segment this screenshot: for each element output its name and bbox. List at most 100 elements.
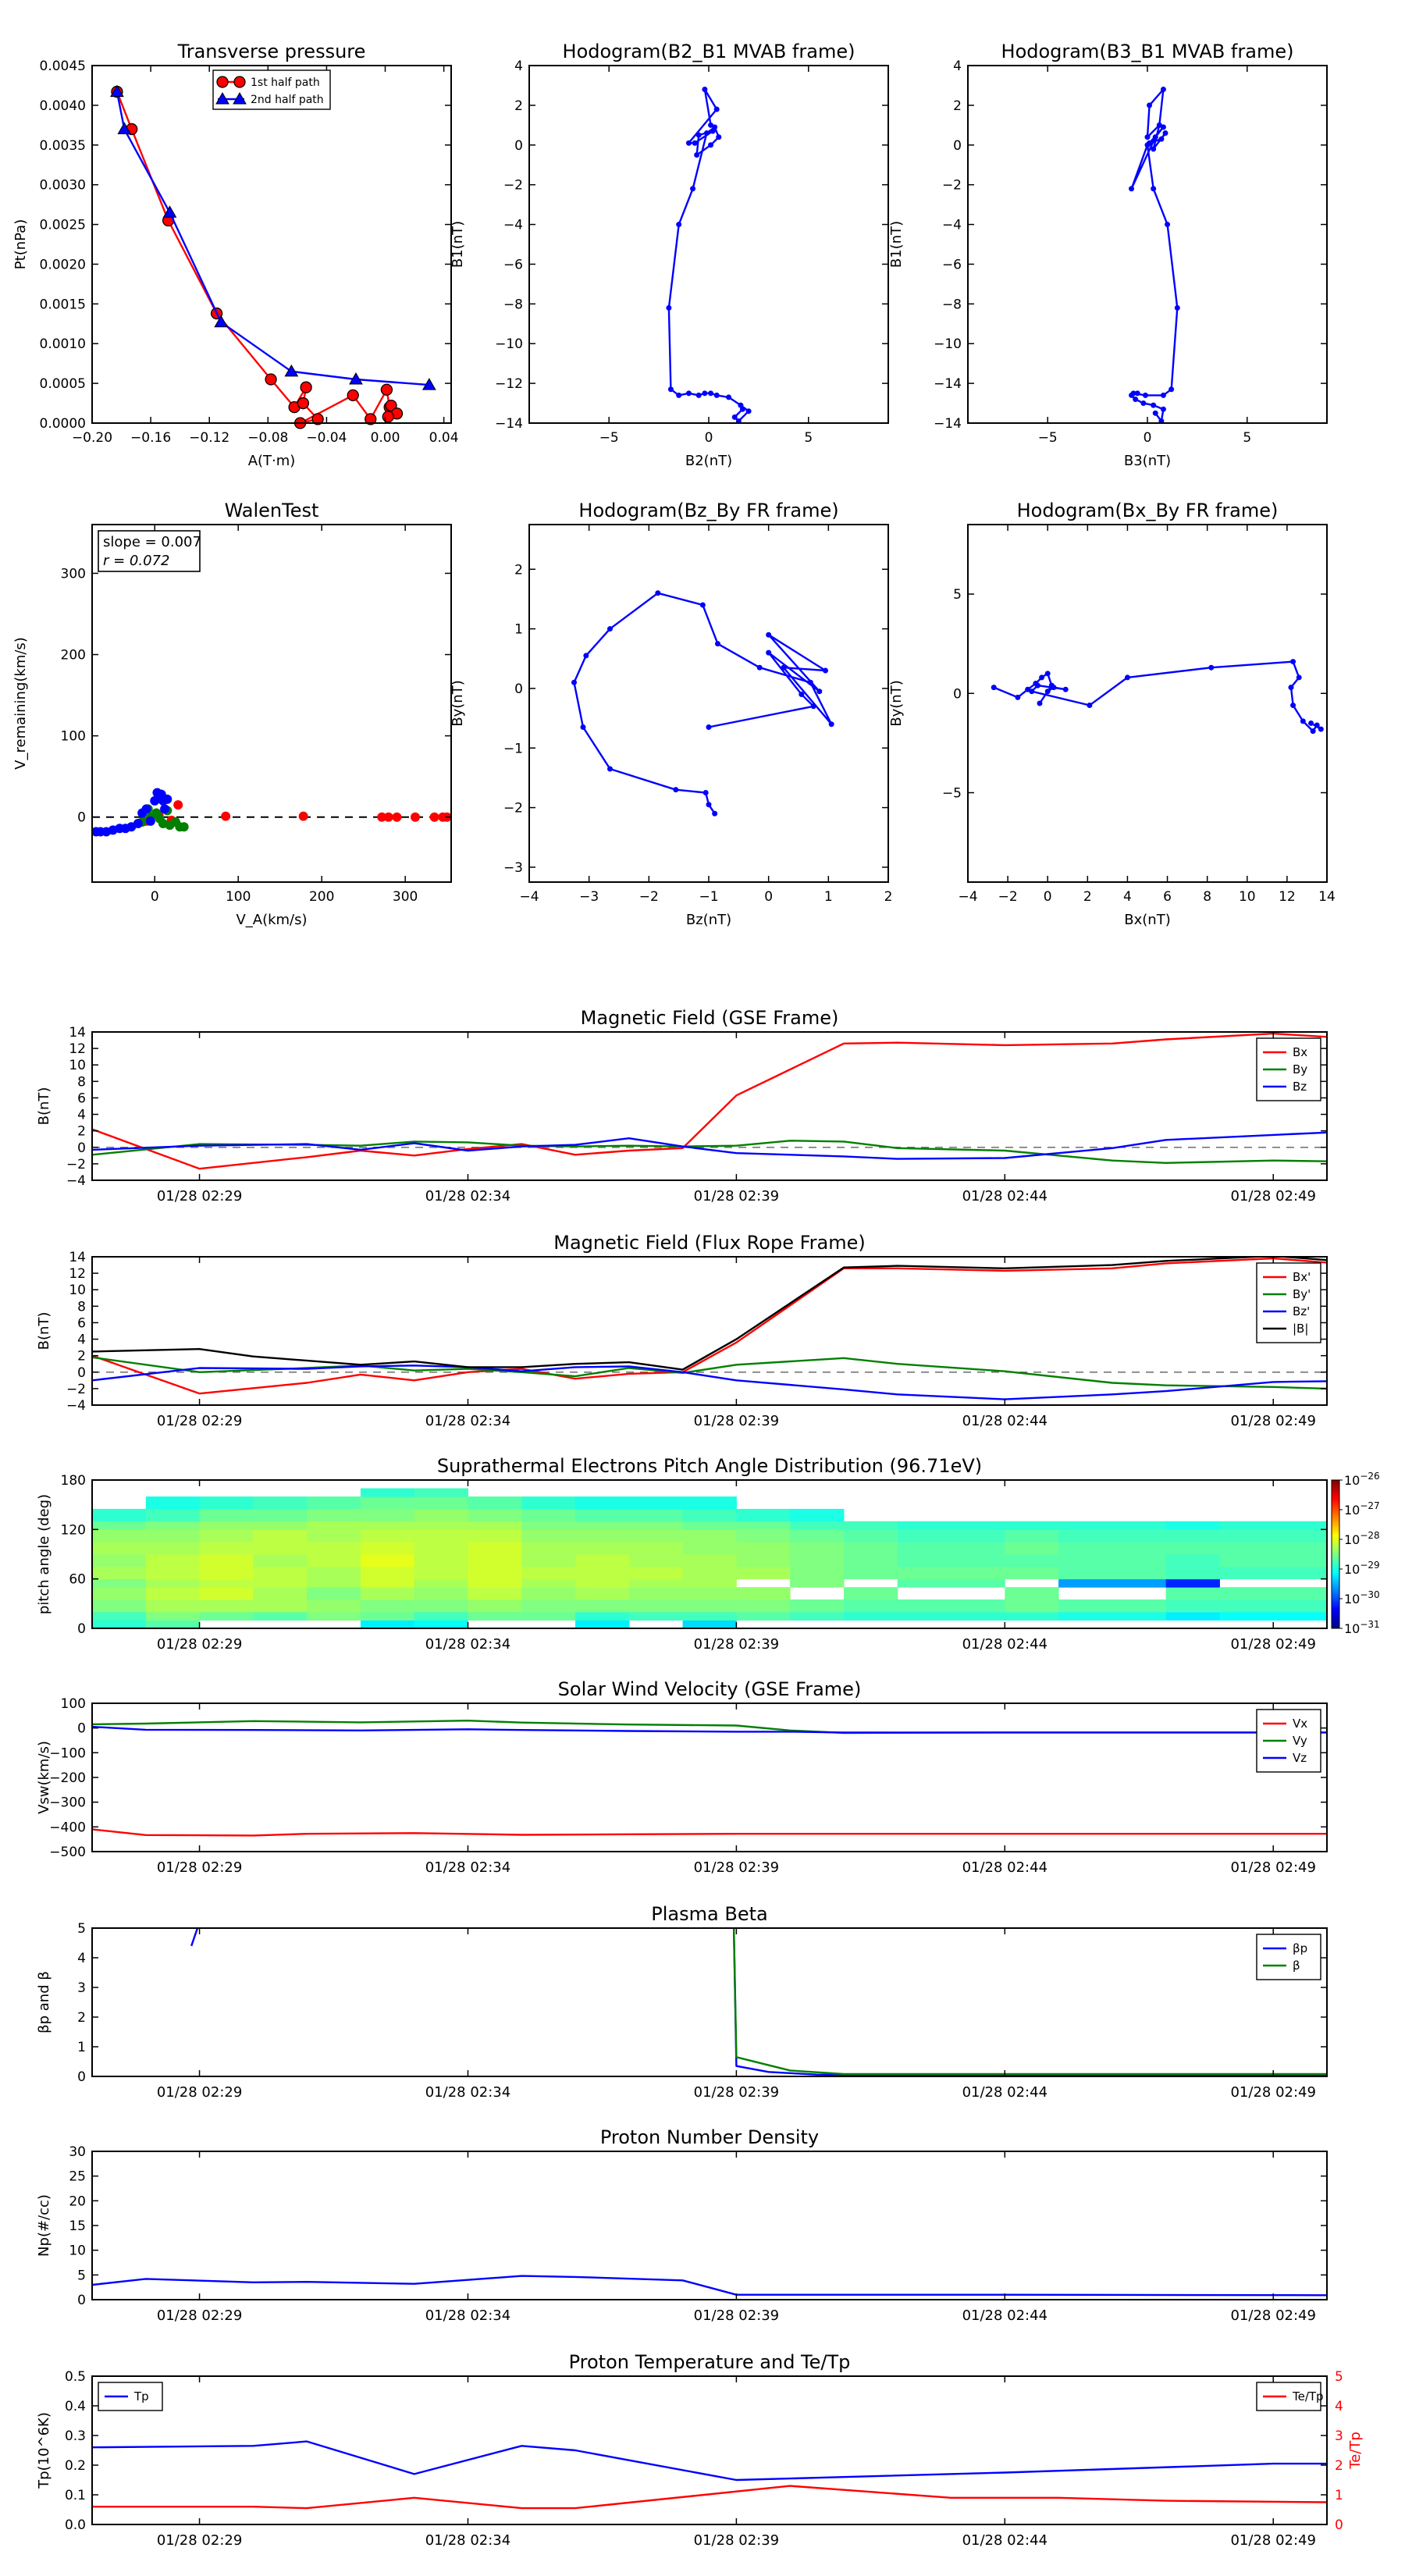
- heatmap-cell: [521, 1611, 576, 1621]
- y-tick-label: −14: [934, 376, 962, 392]
- heatmap-cell: [92, 1620, 147, 1629]
- x-tick-label: 8: [1203, 889, 1211, 905]
- y-tick-label: 0: [514, 681, 523, 697]
- heatmap-cell: [145, 1599, 201, 1613]
- heatmap-cell: [468, 1496, 522, 1510]
- data-point: [1300, 718, 1306, 724]
- heatmap-cell: [360, 1611, 415, 1621]
- heatmap-cell: [628, 1578, 684, 1588]
- heatmap-cell: [628, 1529, 684, 1542]
- heatmap-cell: [414, 1496, 468, 1510]
- heatmap-cell: [414, 1587, 468, 1600]
- data-point: [828, 721, 834, 728]
- y-tick-label: 12: [69, 1041, 86, 1057]
- data-point: [1147, 140, 1153, 146]
- series-line: [92, 1257, 1327, 1371]
- y-tick-label: 0.0045: [40, 59, 86, 74]
- y-tick-label: −14: [495, 416, 523, 432]
- y-axis-label: Vsw(km/s): [36, 1741, 52, 1814]
- y-tick-label: 300: [61, 566, 86, 582]
- heatmap-cell: [628, 1521, 684, 1530]
- heatmap-cell: [575, 1620, 630, 1629]
- data-point: [297, 397, 310, 410]
- y-tick-label: 2: [514, 98, 523, 114]
- x-tick-label: 14: [1318, 889, 1336, 905]
- data-point: [349, 372, 363, 385]
- heatmap-cell: [307, 1508, 361, 1522]
- heatmap-cell: [253, 1554, 308, 1567]
- heatmap-cell: [360, 1620, 415, 1629]
- heatmap-cell: [897, 1542, 1005, 1555]
- heatmap-cell: [145, 1529, 201, 1542]
- data-point: [715, 641, 720, 647]
- data-point: [1152, 134, 1158, 141]
- heatmap-cell: [790, 1578, 845, 1588]
- heatmap-cell: [1058, 1599, 1167, 1613]
- heatmap-cell: [1165, 1529, 1220, 1542]
- y-tick-label: 10: [69, 2243, 86, 2259]
- series-line: [993, 660, 1322, 732]
- x-tick-label: 01/28 02:39: [694, 2084, 779, 2101]
- data-point: [1124, 674, 1130, 681]
- legend-label: βp: [1293, 1941, 1307, 1955]
- heatmap-cell: [736, 1508, 791, 1522]
- heatmap-cell: [790, 1521, 845, 1530]
- y-tick-label: −4: [503, 218, 523, 233]
- x-tick-label: 01/28 02:44: [962, 2307, 1048, 2324]
- y-tick-label: 0.0020: [40, 257, 86, 272]
- x-tick-label: 01/28 02:44: [962, 2084, 1048, 2101]
- heatmap-cell: [628, 1508, 684, 1522]
- heatmap-cell: [521, 1529, 576, 1542]
- y-tick-label: 0.1: [65, 2488, 86, 2503]
- x-tick-label: 2: [1083, 889, 1092, 905]
- x-tick-label: 01/28 02:44: [962, 2532, 1048, 2549]
- y-tick-label: −12: [495, 376, 523, 392]
- walen-annotation: slope = 0.007 r = 0.072: [98, 530, 201, 572]
- data-point: [726, 394, 732, 400]
- heatmap-cell: [145, 1508, 201, 1522]
- x-tick-label: 0: [1144, 430, 1152, 446]
- heatmap-cell: [1219, 1587, 1328, 1600]
- scatter-point: [145, 816, 155, 826]
- heatmap-cell: [92, 1566, 147, 1580]
- heatmap-cell: [92, 1611, 147, 1621]
- pitch-angle-frame: [91, 1479, 1328, 1629]
- data-point: [1158, 136, 1165, 142]
- chart-title: Magnetic Field (Flux Rope Frame): [553, 1232, 865, 1254]
- data-point: [810, 703, 816, 710]
- data-point: [380, 383, 393, 396]
- heatmap-cell: [145, 1578, 201, 1588]
- x-tick-label: 01/28 02:29: [157, 2307, 242, 2324]
- data-point: [580, 724, 586, 731]
- data-point: [117, 122, 132, 134]
- x-tick-label: 01/28 02:34: [425, 1413, 510, 1429]
- scatter-point: [221, 811, 231, 821]
- chart-title: Magnetic Field (GSE Frame): [581, 1007, 839, 1029]
- y-tick-label: 14: [69, 1025, 86, 1041]
- heatmap-cell: [575, 1529, 630, 1542]
- heatmap-cell: [360, 1587, 415, 1600]
- y-tick-label: 2: [77, 1349, 86, 1364]
- colorbar-tick-label: 10−29: [1344, 1560, 1380, 1577]
- x-tick-label: −0.04: [306, 430, 347, 446]
- heatmap-cell: [92, 1529, 147, 1542]
- scatter-point: [141, 804, 151, 814]
- series-line: [92, 1131, 1327, 1160]
- y-tick-label: 60: [69, 1572, 86, 1588]
- data-point: [823, 667, 828, 674]
- y-tick-label: 0: [77, 2069, 86, 2085]
- heatmap-cell: [253, 1578, 308, 1588]
- data-point: [694, 152, 700, 158]
- data-point: [781, 664, 787, 671]
- y-tick-label: −2: [503, 178, 523, 194]
- data-point: [706, 802, 712, 808]
- heatmap-cell: [790, 1554, 845, 1567]
- x-axis-label: A(T·m): [248, 453, 296, 469]
- heatmap-cell: [414, 1488, 468, 1497]
- heatmap-cell: [307, 1611, 361, 1621]
- y-right-tick-label: 1: [1335, 2488, 1343, 2503]
- mag-fr-frame: [91, 1256, 1328, 1406]
- y-tick-label: −4: [66, 1398, 86, 1414]
- y-axis-label: B1(nT): [888, 221, 905, 268]
- data-point: [1142, 392, 1148, 398]
